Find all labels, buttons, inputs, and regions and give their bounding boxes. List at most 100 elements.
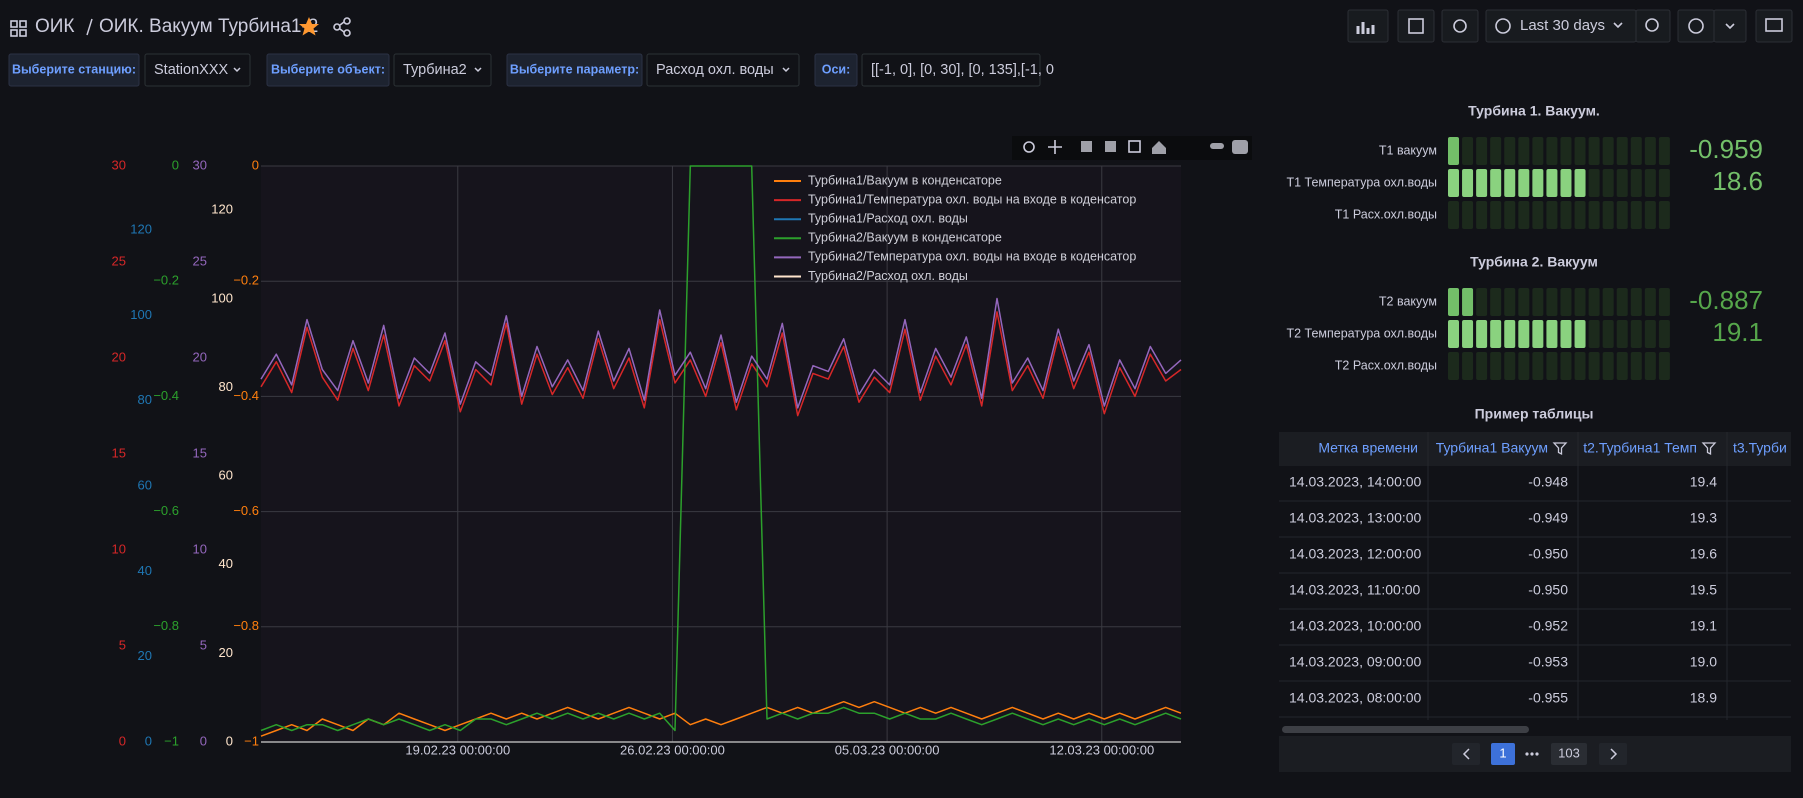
y-tick-label: 40 — [138, 563, 152, 578]
y-tick-label: 30 — [193, 157, 207, 172]
gauge-cell-empty — [1645, 320, 1656, 348]
gauge-cell-empty — [1575, 352, 1586, 380]
save-button[interactable] — [1398, 10, 1434, 42]
legend-label[interactable]: Турбина2/Расход охл. воды — [808, 269, 968, 283]
gauge-cell — [1546, 320, 1557, 348]
add-panel-button[interactable] — [1348, 10, 1388, 42]
gauge-cell-empty — [1560, 352, 1571, 380]
gauge-cell-empty — [1617, 201, 1628, 229]
table-clip-edge — [1791, 432, 1803, 798]
gauge-label: T2 вакуум — [1379, 294, 1437, 308]
gauge-cell-empty — [1560, 288, 1571, 316]
gauge-cell-empty — [1617, 288, 1628, 316]
gauge-cell — [1560, 169, 1571, 197]
y-tick-label: 60 — [219, 468, 233, 483]
gauge-value: 18.6 — [1712, 166, 1763, 196]
gauge-cell-empty — [1575, 201, 1586, 229]
variable-value: Турбина2 — [403, 62, 467, 78]
gauge-title: Турбина 1. Вакуум. — [1468, 103, 1600, 119]
plot-toolbar — [1012, 136, 1252, 160]
column-header[interactable]: Турбина1 Вакуум — [1436, 440, 1548, 456]
page-prev[interactable] — [1452, 743, 1480, 765]
h-scrollbar[interactable] — [1282, 726, 1529, 733]
variable-value: Расход охл. воды — [656, 62, 774, 78]
gauge-title: Турбина 2. Вакуум — [1470, 254, 1598, 270]
legend-label[interactable]: Турбина2/Температура охл. воды на входе … — [808, 250, 1136, 264]
gauge-cell-empty — [1560, 137, 1571, 165]
table-cell: 19.1 — [1690, 618, 1717, 634]
page-next[interactable] — [1599, 743, 1627, 765]
variable-value: [[-1, 0], [0, 30], [0, 135],[-1, 0 — [871, 62, 1054, 78]
variable-label: Оси: — [822, 62, 851, 76]
table-cell: 19.3 — [1690, 510, 1717, 526]
zoom-in-tool[interactable] — [1081, 141, 1092, 152]
settings-button[interactable] — [1442, 10, 1478, 42]
y-tick-label: 20 — [138, 648, 152, 663]
gauge-cell-empty — [1532, 137, 1543, 165]
gauge-cell-empty — [1603, 320, 1614, 348]
breadcrumb-root[interactable]: ОИК — [35, 16, 75, 37]
y-tick-label: 0 — [226, 733, 233, 748]
legend-label[interactable]: Турбина1/Расход охл. воды — [808, 211, 968, 225]
y-tick-label: 25 — [193, 253, 207, 268]
zoom-out-button[interactable] — [1636, 10, 1670, 42]
legend-label[interactable]: Турбина2/Вакуум в конденсаторе — [808, 231, 1002, 245]
y-tick-label: −0.6 — [153, 503, 179, 518]
gauge-value: -0.887 — [1689, 285, 1763, 315]
time-range: Last 30 days — [1520, 17, 1605, 34]
zoom-out-tool[interactable] — [1105, 141, 1116, 152]
gauge-cell-empty — [1631, 288, 1642, 316]
table-title: Пример таблицы — [1475, 406, 1594, 422]
table-cell: 14.03.2023, 12:00:00 — [1289, 546, 1422, 562]
gauge-cell-empty — [1560, 201, 1571, 229]
spike-tool[interactable] — [1210, 143, 1224, 149]
gauge-cell — [1448, 169, 1459, 197]
page-last: 103 — [1558, 745, 1580, 760]
header-buttons: Last 30 days — [1348, 10, 1792, 42]
gauge-cell-empty — [1490, 288, 1501, 316]
y-tick-label: 80 — [219, 379, 233, 394]
page-current: 1 — [1499, 745, 1506, 760]
y-tick-label: −1 — [164, 733, 179, 748]
hover-tool[interactable] — [1232, 140, 1248, 154]
gauge-cell-empty — [1645, 169, 1656, 197]
table-cell: -0.949 — [1528, 510, 1568, 526]
view-mode-button[interactable] — [1756, 10, 1792, 42]
gauge-cell — [1462, 169, 1473, 197]
gauge-cell-empty — [1518, 288, 1529, 316]
gauge-cell-empty — [1504, 288, 1515, 316]
legend-label[interactable]: Турбина1/Вакуум в конденсаторе — [808, 173, 1002, 187]
table-cell: 19.5 — [1690, 582, 1717, 598]
gauge-cell — [1490, 169, 1501, 197]
gauge-cell-empty — [1476, 288, 1487, 316]
refresh-button[interactable] — [1678, 10, 1714, 42]
table-cell: -0.953 — [1528, 654, 1568, 670]
x-tick-label: 12.03.23 00:00:00 — [1049, 742, 1154, 757]
gauge-cell-empty — [1631, 352, 1642, 380]
gauge-cell — [1462, 320, 1473, 348]
gauge-cell-empty — [1659, 352, 1670, 380]
table-cell: -0.952 — [1528, 618, 1568, 634]
column-header[interactable]: Метка времени — [1318, 440, 1418, 456]
variable-label: Выберите объект: — [271, 62, 385, 76]
table-cell: 14.03.2023, 13:00:00 — [1289, 510, 1422, 526]
legend-label[interactable]: Турбина1/Температура охл. воды на входе … — [808, 192, 1136, 206]
y-tick-label: 20 — [219, 645, 233, 660]
y-tick-label: 120 — [130, 221, 152, 236]
variable-label: Выберите параметр: — [510, 62, 639, 76]
gauge-cell-empty — [1476, 137, 1487, 165]
gauge-cell-empty — [1603, 352, 1614, 380]
refresh-interval[interactable] — [1714, 10, 1746, 42]
table-cell: -0.948 — [1528, 474, 1568, 490]
gauge-cell-empty — [1617, 320, 1628, 348]
column-header[interactable]: t2.Турбина1 Темп — [1583, 440, 1697, 456]
gauge-cell — [1504, 169, 1515, 197]
gauge-cell-empty — [1532, 352, 1543, 380]
column-header[interactable]: t3.Турби — [1733, 440, 1787, 456]
x-tick-label: 05.03.23 00:00:00 — [835, 742, 940, 757]
y-tick-label: 10 — [193, 541, 207, 556]
gauge-cell-empty — [1546, 137, 1557, 165]
gauge-cell-empty — [1546, 288, 1557, 316]
gauge-cell — [1575, 320, 1586, 348]
gauge-value: -0.959 — [1689, 134, 1763, 164]
